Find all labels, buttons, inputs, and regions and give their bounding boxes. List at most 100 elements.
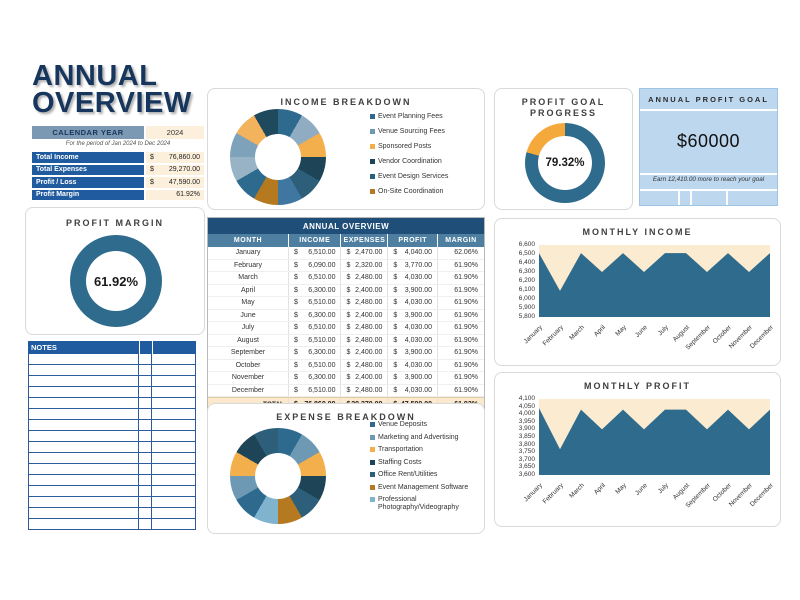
notes-cell[interactable] xyxy=(29,420,139,430)
legend-item: Transportation xyxy=(370,446,484,454)
legend-label: Event Planning Fees xyxy=(378,113,443,120)
x-axis-tick-label: December xyxy=(748,324,775,351)
notes-cell[interactable] xyxy=(139,420,152,430)
notes-empty-row[interactable] xyxy=(28,519,196,530)
calendar-year-value[interactable]: 2024 xyxy=(146,126,204,139)
notes-empty-row[interactable] xyxy=(28,442,196,453)
notes-cell[interactable] xyxy=(29,376,139,386)
notes-cell[interactable] xyxy=(139,431,152,441)
month-cell: November xyxy=(231,374,265,382)
notes-cell[interactable] xyxy=(152,409,195,419)
notes-cell[interactable] xyxy=(29,365,139,375)
notes-cell[interactable] xyxy=(152,354,195,364)
currency-symbol: $ xyxy=(346,361,351,369)
notes-cell[interactable] xyxy=(139,376,152,386)
notes-cell[interactable] xyxy=(152,486,195,496)
notes-cell[interactable] xyxy=(29,398,139,408)
notes-cell[interactable] xyxy=(29,508,139,518)
currency-symbol: $ xyxy=(294,274,298,282)
notes-cell[interactable] xyxy=(139,464,152,474)
notes-empty-row[interactable] xyxy=(28,387,196,398)
amount: 6,300.00 xyxy=(308,349,336,357)
amount: 6,510.00 xyxy=(308,336,336,344)
notes-cell[interactable] xyxy=(152,398,195,408)
amount: 6,300.00 xyxy=(308,374,336,382)
notes-cell[interactable] xyxy=(139,409,152,419)
notes-cell[interactable] xyxy=(29,453,139,463)
notes-empty-row[interactable] xyxy=(28,453,196,464)
page-title: ANNUAL OVERVIEW xyxy=(32,62,192,118)
notes-cell[interactable] xyxy=(29,497,139,507)
notes-cell[interactable] xyxy=(29,409,139,419)
notes-empty-row[interactable] xyxy=(28,497,196,508)
y-axis-tick-label: 6,400 xyxy=(518,259,535,266)
notes-empty-row[interactable] xyxy=(28,376,196,387)
notes-cell[interactable] xyxy=(139,475,152,485)
notes-cell[interactable] xyxy=(29,431,139,441)
notes-empty-row[interactable] xyxy=(28,409,196,420)
notes-cell[interactable] xyxy=(29,519,139,529)
notes-empty-row[interactable] xyxy=(28,398,196,409)
notes-cell[interactable] xyxy=(152,376,195,386)
profit-margin-value: 61.92% xyxy=(93,273,139,289)
money-cell: $2,480.00 xyxy=(340,359,387,371)
column-header: INCOME xyxy=(288,234,340,247)
legend-swatch-icon xyxy=(370,434,375,440)
notes-cell[interactable] xyxy=(139,508,152,518)
notes-cell[interactable] xyxy=(152,453,195,463)
money-cell: $6,510.00 xyxy=(288,297,340,309)
notes-cell[interactable] xyxy=(152,497,195,507)
notes-empty-row[interactable] xyxy=(28,475,196,486)
notes-cell[interactable] xyxy=(152,387,195,397)
notes-cell[interactable] xyxy=(139,387,152,397)
amount: 4,030.00 xyxy=(404,299,433,307)
profit-goal-value: 79.32% xyxy=(545,157,585,169)
currency-symbol: $ xyxy=(294,349,298,357)
notes-cell[interactable] xyxy=(139,519,152,529)
notes-cell[interactable] xyxy=(152,442,195,452)
amount: 2,400.00 xyxy=(355,374,383,382)
notes-empty-row[interactable] xyxy=(28,354,196,365)
legend-item: Office Rent/Utilities xyxy=(370,471,484,479)
notes-cell[interactable] xyxy=(29,486,139,496)
notes-cell[interactable] xyxy=(139,365,152,375)
notes-cell[interactable] xyxy=(152,365,195,375)
notes-cell[interactable] xyxy=(29,475,139,485)
amount: 2,480.00 xyxy=(355,361,383,369)
notes-cell[interactable] xyxy=(152,431,195,441)
currency-symbol: $ xyxy=(393,361,398,369)
legend-item: Event Management Software xyxy=(370,484,484,492)
notes-cell[interactable] xyxy=(152,475,195,485)
notes-cell[interactable] xyxy=(29,387,139,397)
summary-row: Profit / Loss $47,590.00 xyxy=(32,177,204,188)
notes-cell[interactable] xyxy=(139,398,152,408)
notes-cell[interactable] xyxy=(139,486,152,496)
currency-symbol: $ xyxy=(294,374,298,382)
notes-cell[interactable] xyxy=(152,508,195,518)
summary-row-label: Total Income xyxy=(32,152,144,163)
monthly-income-title: MONTHLY INCOME xyxy=(582,227,693,237)
notes-empty-row[interactable] xyxy=(28,464,196,475)
notes-empty-row[interactable] xyxy=(28,508,196,519)
notes-empty-row[interactable] xyxy=(28,486,196,497)
notes-empty-row[interactable] xyxy=(28,420,196,431)
money-cell: $2,400.00 xyxy=(340,347,387,359)
notes-cell[interactable] xyxy=(29,442,139,452)
notes-cell[interactable] xyxy=(152,519,195,529)
summary-row-label: Profit Margin xyxy=(32,189,144,200)
notes-cell[interactable] xyxy=(139,442,152,452)
notes-cell[interactable] xyxy=(29,354,139,364)
notes-empty-row[interactable] xyxy=(28,365,196,376)
notes-cell[interactable] xyxy=(29,464,139,474)
notes-cell[interactable] xyxy=(139,453,152,463)
legend-item: Staffing Costs xyxy=(370,459,484,467)
notes-cell[interactable] xyxy=(152,464,195,474)
notes-cell[interactable] xyxy=(139,497,152,507)
notes-cell[interactable] xyxy=(139,354,152,364)
annual-profit-goal-amount[interactable]: $60000 xyxy=(676,131,741,151)
amount: 29,270.00 xyxy=(168,166,200,174)
notes-empty-row[interactable] xyxy=(28,431,196,442)
money-cell: $4,030.00 xyxy=(387,297,437,309)
amount: 2,480.00 xyxy=(355,336,383,344)
notes-cell[interactable] xyxy=(152,420,195,430)
